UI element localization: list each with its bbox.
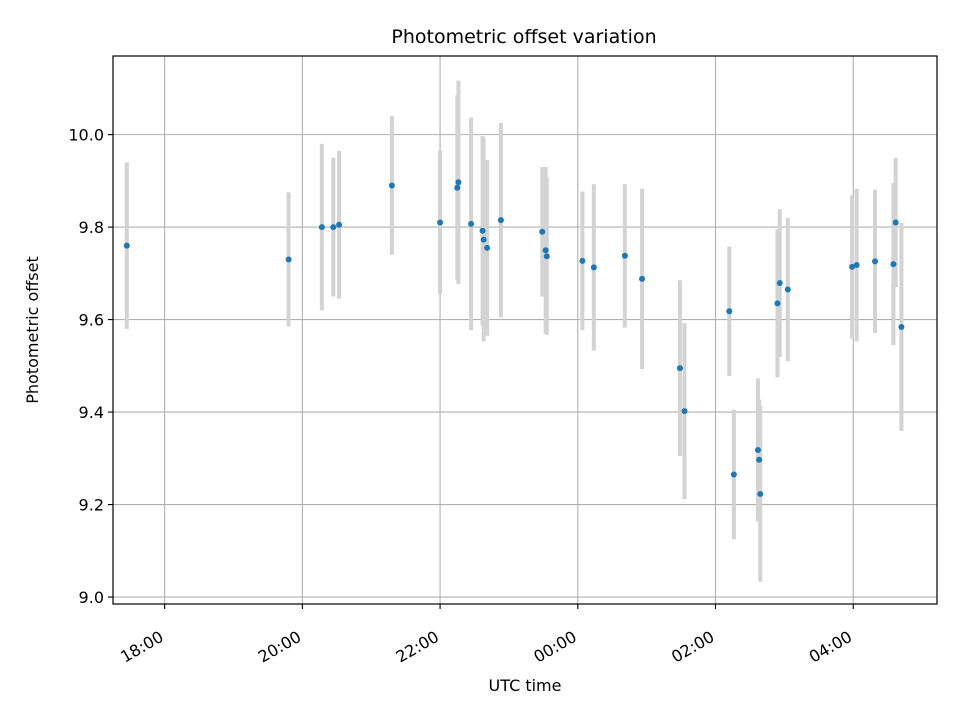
grid <box>113 56 937 604</box>
data-point <box>318 224 325 231</box>
data-point <box>454 184 461 191</box>
data-point <box>754 447 761 454</box>
x-tick-label: 22:00 <box>393 627 442 667</box>
data-points <box>123 179 905 497</box>
data-point <box>497 217 504 224</box>
data-point <box>681 408 688 415</box>
data-point <box>757 490 764 497</box>
data-point <box>336 221 343 228</box>
chart-title: Photometric offset variation <box>391 26 656 48</box>
data-point <box>872 258 879 265</box>
y-tick-label: 9.2 <box>79 496 104 515</box>
data-point <box>892 219 899 226</box>
data-point <box>455 179 462 186</box>
data-point <box>621 252 628 259</box>
data-point <box>437 219 444 226</box>
data-point <box>726 308 733 315</box>
y-axis-label: Photometric offset <box>23 256 42 404</box>
data-point <box>579 257 586 264</box>
data-point <box>853 262 860 269</box>
data-point <box>776 280 783 287</box>
data-point <box>890 261 897 268</box>
x-tick-label: 20:00 <box>255 627 304 667</box>
data-point <box>484 244 491 251</box>
data-point <box>676 365 683 372</box>
data-point <box>898 323 905 330</box>
data-point <box>123 242 130 249</box>
y-axis: 9.0 9.2 9.4 9.6 9.8 10.0 <box>68 126 113 607</box>
x-axis: 18:00 20:00 22:00 00:00 02:00 04:00 <box>117 604 855 667</box>
data-point <box>468 220 475 227</box>
data-point <box>590 264 597 271</box>
data-point <box>539 228 546 235</box>
x-tick-label: 18:00 <box>117 627 166 667</box>
data-point <box>756 456 763 463</box>
data-point <box>784 286 791 293</box>
y-tick-label: 9.8 <box>79 218 104 237</box>
y-tick-label: 10.0 <box>68 126 104 145</box>
data-point <box>479 227 486 234</box>
error-bars <box>124 80 904 582</box>
data-point <box>730 471 737 478</box>
y-tick-label: 9.0 <box>79 588 104 607</box>
data-point <box>388 182 395 189</box>
x-tick-label: 02:00 <box>668 627 717 667</box>
data-point <box>480 236 487 243</box>
data-point <box>774 300 781 307</box>
data-point <box>542 247 549 254</box>
plot-frame <box>112 55 938 605</box>
y-tick-label: 9.6 <box>79 311 104 330</box>
x-axis-label: UTC time <box>489 676 562 695</box>
data-point <box>285 256 292 263</box>
data-point <box>849 263 856 270</box>
x-tick-label: 00:00 <box>530 627 579 667</box>
x-tick-label: 04:00 <box>806 627 855 667</box>
y-tick-label: 9.4 <box>79 403 104 422</box>
data-point <box>330 224 337 231</box>
data-point <box>639 275 646 282</box>
data-point <box>543 253 550 260</box>
